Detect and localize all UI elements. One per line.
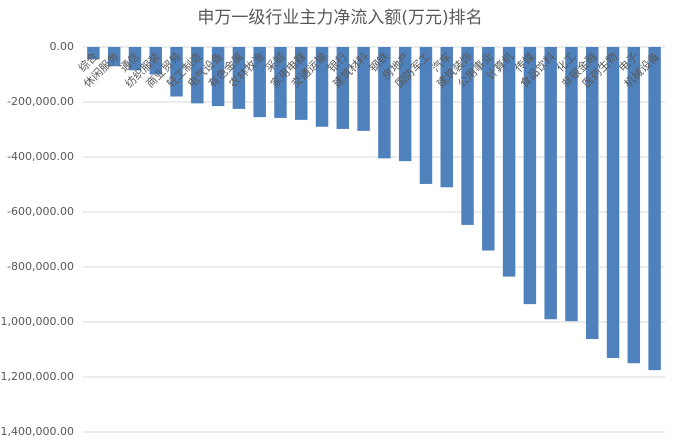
- bar: [149, 47, 162, 75]
- y-tick-label: -800,000.00: [7, 260, 74, 273]
- bar: [523, 47, 537, 305]
- y-tick-label: -1,200,000.00: [0, 370, 74, 383]
- bar: [274, 47, 287, 118]
- bar: [544, 47, 557, 320]
- y-tick-label: -400,000.00: [7, 150, 74, 163]
- y-tick-label: -1,000,000.00: [0, 315, 74, 328]
- bar: [586, 47, 599, 340]
- bar: [191, 47, 204, 104]
- bar: [87, 47, 100, 60]
- bar: [128, 47, 142, 71]
- bar: [398, 47, 412, 162]
- bar: [419, 47, 433, 184]
- bar: [295, 47, 308, 120]
- bar: [606, 47, 620, 359]
- y-tick-label: -600,000.00: [7, 205, 74, 218]
- bar: [502, 47, 516, 277]
- bar: [336, 47, 350, 129]
- y-tick-label: -200,000.00: [7, 95, 74, 108]
- bar: [627, 47, 641, 364]
- bar: [565, 47, 578, 322]
- bar: [107, 47, 121, 67]
- bar: [378, 47, 391, 159]
- y-tick-label: -1,400,000.00: [0, 425, 74, 438]
- y-tick-label: 0.00: [50, 40, 75, 53]
- bar: [440, 47, 453, 188]
- bar: [170, 47, 183, 97]
- bar: [482, 47, 495, 251]
- bar: [357, 47, 370, 131]
- bar: [461, 47, 474, 225]
- bar: [253, 47, 266, 118]
- bar: [315, 47, 329, 127]
- bar: [211, 47, 225, 107]
- bar: [232, 47, 246, 109]
- chart-title: 申万一级行业主力净流入额(万元)排名: [197, 8, 482, 28]
- bar: [648, 47, 661, 371]
